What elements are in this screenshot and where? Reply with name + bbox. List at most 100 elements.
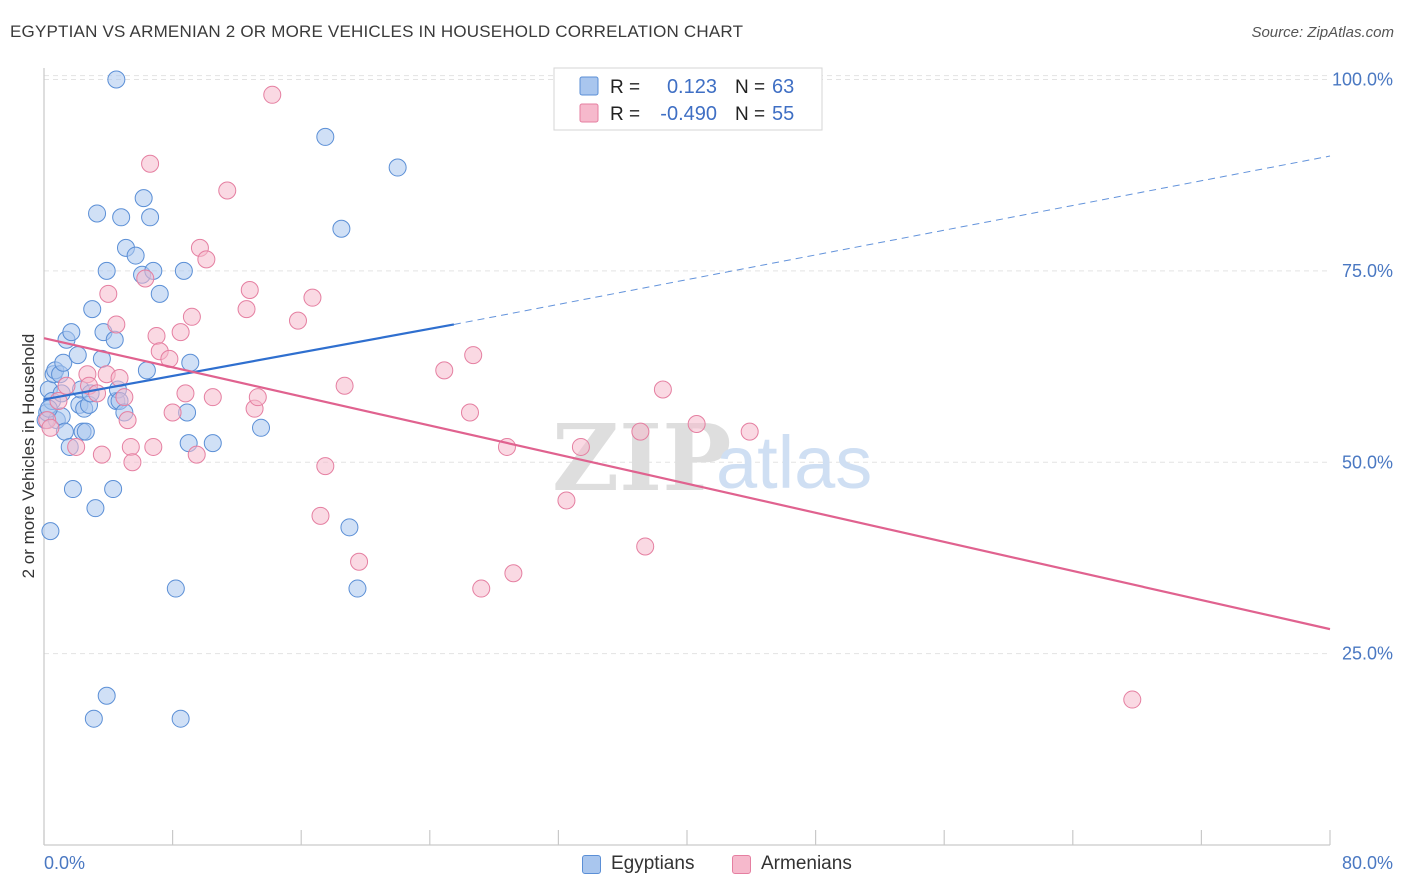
armenian-point: [237, 300, 256, 319]
egyptian-point: [348, 579, 367, 598]
x-tick-label-0: 0.0%: [44, 853, 85, 873]
armenian-point: [41, 418, 60, 437]
y-tick-label: 75.0%: [1342, 261, 1393, 281]
x-axis-ticks: [43, 830, 1331, 845]
egyptian-point: [252, 418, 271, 437]
egyptian-point: [126, 246, 145, 265]
egyptian-point: [332, 219, 351, 238]
armenian-point: [118, 411, 137, 430]
armenian-point: [687, 414, 706, 433]
egyptians-trend-line: [43, 323, 455, 401]
armenian-point: [92, 445, 111, 464]
armenian-point: [435, 361, 454, 380]
armenian-point: [115, 388, 134, 407]
egyptian-point: [76, 422, 95, 441]
x-tick-label-80: 80.0%: [1342, 853, 1393, 873]
armenian-point: [557, 491, 576, 510]
armenian-point: [631, 422, 650, 441]
egyptian-point: [63, 480, 82, 499]
legend-box: R = 0.123 N = 63 R = -0.490 N = 55: [553, 67, 823, 131]
armenian-point: [107, 315, 126, 334]
armenian-point: [121, 437, 140, 456]
watermark-atlas: atlas: [716, 421, 872, 504]
bottom-legend-swatch-armenians: [732, 854, 751, 874]
legend-n-value-armenians: 55: [772, 103, 794, 125]
egyptian-point: [107, 70, 126, 89]
egyptian-point: [316, 127, 335, 146]
legend-r-label-armenians: R =: [610, 104, 640, 125]
legend-r-value-armenians: -0.490: [660, 103, 717, 125]
egyptian-point: [83, 300, 102, 319]
armenian-point: [653, 380, 672, 399]
egyptian-point: [97, 686, 116, 705]
egyptian-point: [88, 204, 107, 223]
armenian-point: [57, 376, 76, 395]
armenians-trend-line: [43, 337, 1331, 631]
egyptian-point: [84, 709, 103, 728]
egyptian-point: [112, 208, 131, 227]
egyptian-point: [137, 361, 156, 380]
armenian-point: [147, 326, 166, 345]
armenian-point: [141, 154, 160, 173]
armenian-point: [136, 269, 155, 288]
armenian-point: [171, 323, 190, 342]
armenian-point: [187, 445, 206, 464]
armenian-point: [67, 437, 86, 456]
legend-swatch-armenians: [579, 103, 599, 123]
bottom-legend-label-armenians: Armenians: [761, 853, 852, 874]
bottom-legend-swatch-egyptians: [582, 854, 601, 874]
egyptian-point: [134, 189, 153, 208]
armenian-point: [182, 307, 201, 326]
armenian-point: [464, 346, 483, 365]
armenian-point: [288, 311, 307, 330]
legend-n-label-egyptians: N =: [735, 77, 765, 98]
armenian-point: [144, 437, 163, 456]
bottom-legend-label-egyptians: Egyptians: [611, 853, 695, 874]
armenian-point: [163, 403, 182, 422]
armenian-point: [740, 422, 759, 441]
armenians-points: [38, 85, 1142, 709]
armenian-point: [197, 250, 216, 269]
bottom-legend-egyptians: Egyptians: [582, 851, 694, 877]
egyptian-point: [97, 261, 116, 280]
egyptians-trend-extension: [453, 155, 1331, 325]
egyptian-point: [181, 353, 200, 372]
egyptian-point: [86, 499, 105, 518]
egyptian-point: [104, 480, 123, 499]
armenian-point: [571, 437, 590, 456]
egyptian-point: [340, 518, 359, 537]
armenian-point: [248, 388, 267, 407]
armenian-point: [1123, 690, 1142, 709]
legend-n-value-egyptians: 63: [772, 76, 794, 98]
armenian-point: [218, 181, 237, 200]
armenian-point: [203, 388, 222, 407]
armenian-point: [303, 288, 322, 307]
y-tick-labels: 25.0% 50.0% 75.0% 100.0%: [1332, 70, 1393, 664]
legend-frame: [553, 67, 823, 131]
egyptian-point: [105, 330, 124, 349]
armenian-point: [88, 384, 107, 403]
egyptian-point: [166, 579, 185, 598]
egyptian-point: [203, 434, 222, 453]
egyptian-point: [141, 208, 160, 227]
legend-swatch-egyptians: [579, 76, 599, 96]
egyptian-point: [150, 284, 169, 303]
source-label: Source: ZipAtlas.com: [1251, 24, 1394, 41]
armenian-point: [263, 85, 282, 104]
trend-lines: [43, 155, 1331, 631]
egyptian-point: [62, 323, 81, 342]
y-axis-label: 2 or more Vehicles in Household: [19, 334, 38, 579]
armenian-point: [636, 537, 655, 556]
watermark: ZIP atlas: [552, 404, 872, 512]
armenian-point: [460, 403, 479, 422]
armenian-point: [472, 579, 491, 598]
armenian-point: [316, 457, 335, 476]
y-tick-label: 50.0%: [1342, 452, 1393, 472]
chart-title: EGYPTIAN VS ARMENIAN 2 OR MORE VEHICLES …: [10, 22, 744, 41]
legend-n-label-armenians: N =: [735, 104, 765, 125]
armenian-point: [504, 564, 523, 583]
y-tick-label: 25.0%: [1342, 644, 1393, 664]
armenian-point: [350, 552, 369, 571]
egyptian-point: [68, 346, 87, 365]
egyptian-point: [174, 261, 193, 280]
